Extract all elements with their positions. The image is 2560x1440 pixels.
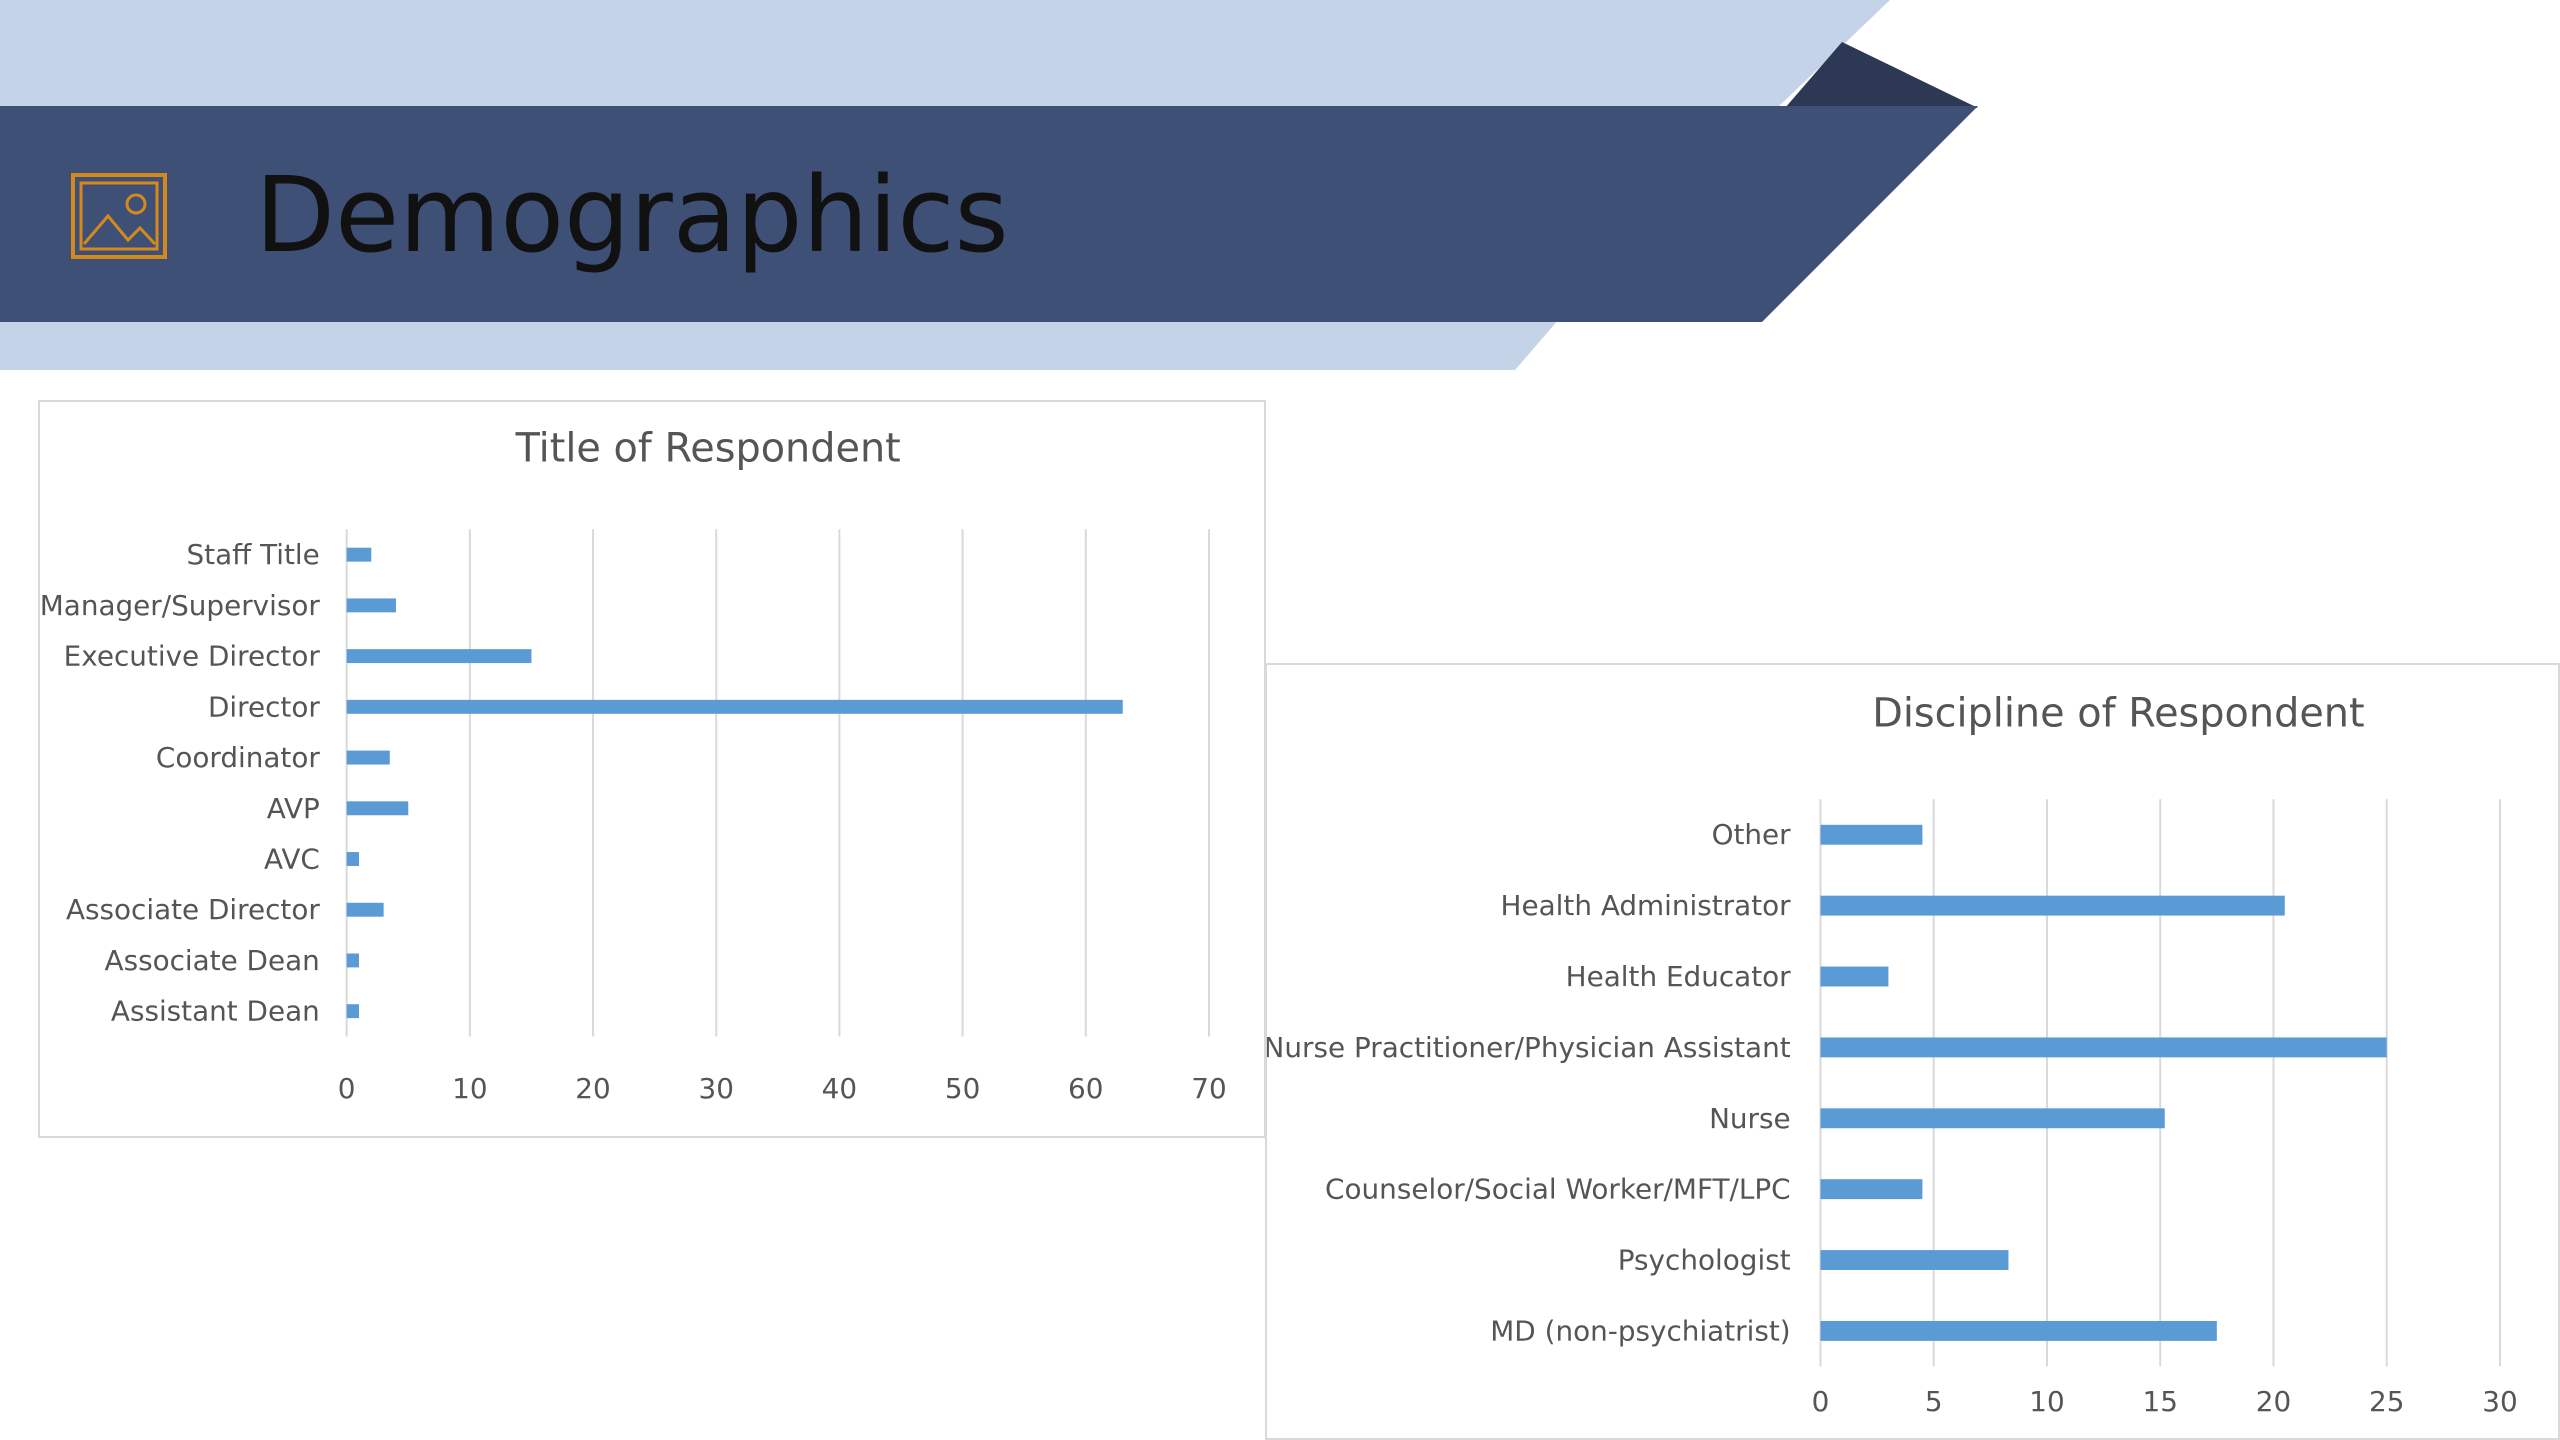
discipline-of-respondent-chart: Discipline of Respondent 0 5 10 15 20 25 30 Othe… bbox=[1265, 663, 2560, 1440]
picture-placeholder-icon bbox=[71, 173, 167, 259]
category-label: Health Educator bbox=[1566, 960, 1792, 993]
bar bbox=[346, 547, 372, 562]
x-tick-label: 10 bbox=[452, 1072, 487, 1105]
bar bbox=[346, 649, 532, 664]
x-tick-label: 30 bbox=[699, 1072, 734, 1105]
x-tick-label: 15 bbox=[2142, 1385, 2177, 1418]
category-label: AVP bbox=[267, 792, 320, 825]
banner-light-band-bottom bbox=[0, 318, 1560, 370]
category-label: Assistant Dean bbox=[111, 995, 320, 1028]
bar bbox=[346, 598, 396, 613]
category-label: Director bbox=[208, 690, 320, 723]
title-of-respondent-plot: Title of Respondent 0 10 20 30 40 50 60 70 Staff … bbox=[40, 426, 1227, 1106]
x-tick-label: 20 bbox=[575, 1072, 610, 1105]
x-tick-label: 20 bbox=[2256, 1385, 2291, 1418]
banner-light-band-top bbox=[0, 0, 1890, 110]
category-label: Manager/Supervisor bbox=[40, 589, 320, 622]
x-tick-label: 30 bbox=[2482, 1385, 2517, 1418]
category-label: Associate Director bbox=[66, 893, 320, 926]
category-label: AVC bbox=[264, 843, 320, 876]
bar bbox=[1820, 1037, 2387, 1058]
banner-shadow-triangle bbox=[1785, 42, 1978, 108]
x-tick-label: 25 bbox=[2369, 1385, 2404, 1418]
x-tick-label: 70 bbox=[1191, 1072, 1226, 1105]
bar bbox=[346, 801, 409, 816]
page-title: Demographics bbox=[255, 154, 1009, 276]
category-label: Associate Dean bbox=[105, 944, 320, 977]
bar bbox=[346, 953, 359, 968]
category-label: Executive Director bbox=[64, 640, 321, 673]
bar bbox=[1820, 1108, 2165, 1129]
chart-title: Title of Respondent bbox=[515, 426, 901, 472]
category-label: Staff Title bbox=[187, 538, 320, 571]
chart-title: Discipline of Respondent bbox=[1872, 691, 2364, 737]
bar bbox=[1820, 1250, 2009, 1270]
x-tick-label: 50 bbox=[945, 1072, 980, 1105]
bar bbox=[346, 902, 384, 917]
category-label: Nurse Practitioner/Physician Assistant bbox=[1267, 1031, 1791, 1064]
x-tick-label: 0 bbox=[338, 1072, 356, 1105]
bar bbox=[1820, 895, 2285, 916]
title-banner bbox=[0, 0, 1978, 370]
x-tick-label: 0 bbox=[1812, 1385, 1830, 1418]
category-label: Coordinator bbox=[156, 741, 320, 774]
x-tick-label: 5 bbox=[1925, 1385, 1943, 1418]
category-label: Health Administrator bbox=[1501, 889, 1792, 922]
category-label: Other bbox=[1712, 818, 1792, 851]
bar bbox=[1820, 966, 1889, 987]
title-of-respondent-chart: Title of Respondent 0 10 20 30 40 50 60 70 Staff … bbox=[38, 400, 1266, 1138]
bar bbox=[346, 750, 390, 765]
discipline-of-respondent-plot: Discipline of Respondent 0 5 10 15 20 25 30 Othe… bbox=[1267, 691, 2518, 1418]
bar bbox=[346, 699, 1123, 714]
bar bbox=[1820, 1320, 2217, 1341]
category-label: Nurse bbox=[1709, 1102, 1791, 1135]
x-tick-label: 40 bbox=[822, 1072, 857, 1105]
bar bbox=[1820, 824, 1923, 845]
x-tick-label: 60 bbox=[1068, 1072, 1103, 1105]
banner-dark-band bbox=[0, 106, 1978, 322]
category-label: Psychologist bbox=[1618, 1244, 1791, 1277]
x-tick-label: 10 bbox=[2029, 1385, 2064, 1418]
bar bbox=[346, 1004, 359, 1019]
category-label: Counselor/Social Worker/MFT/LPC bbox=[1325, 1173, 1791, 1206]
category-label: MD (non-psychiatrist) bbox=[1490, 1314, 1790, 1347]
bar bbox=[346, 852, 359, 866]
bar bbox=[1820, 1179, 1923, 1200]
